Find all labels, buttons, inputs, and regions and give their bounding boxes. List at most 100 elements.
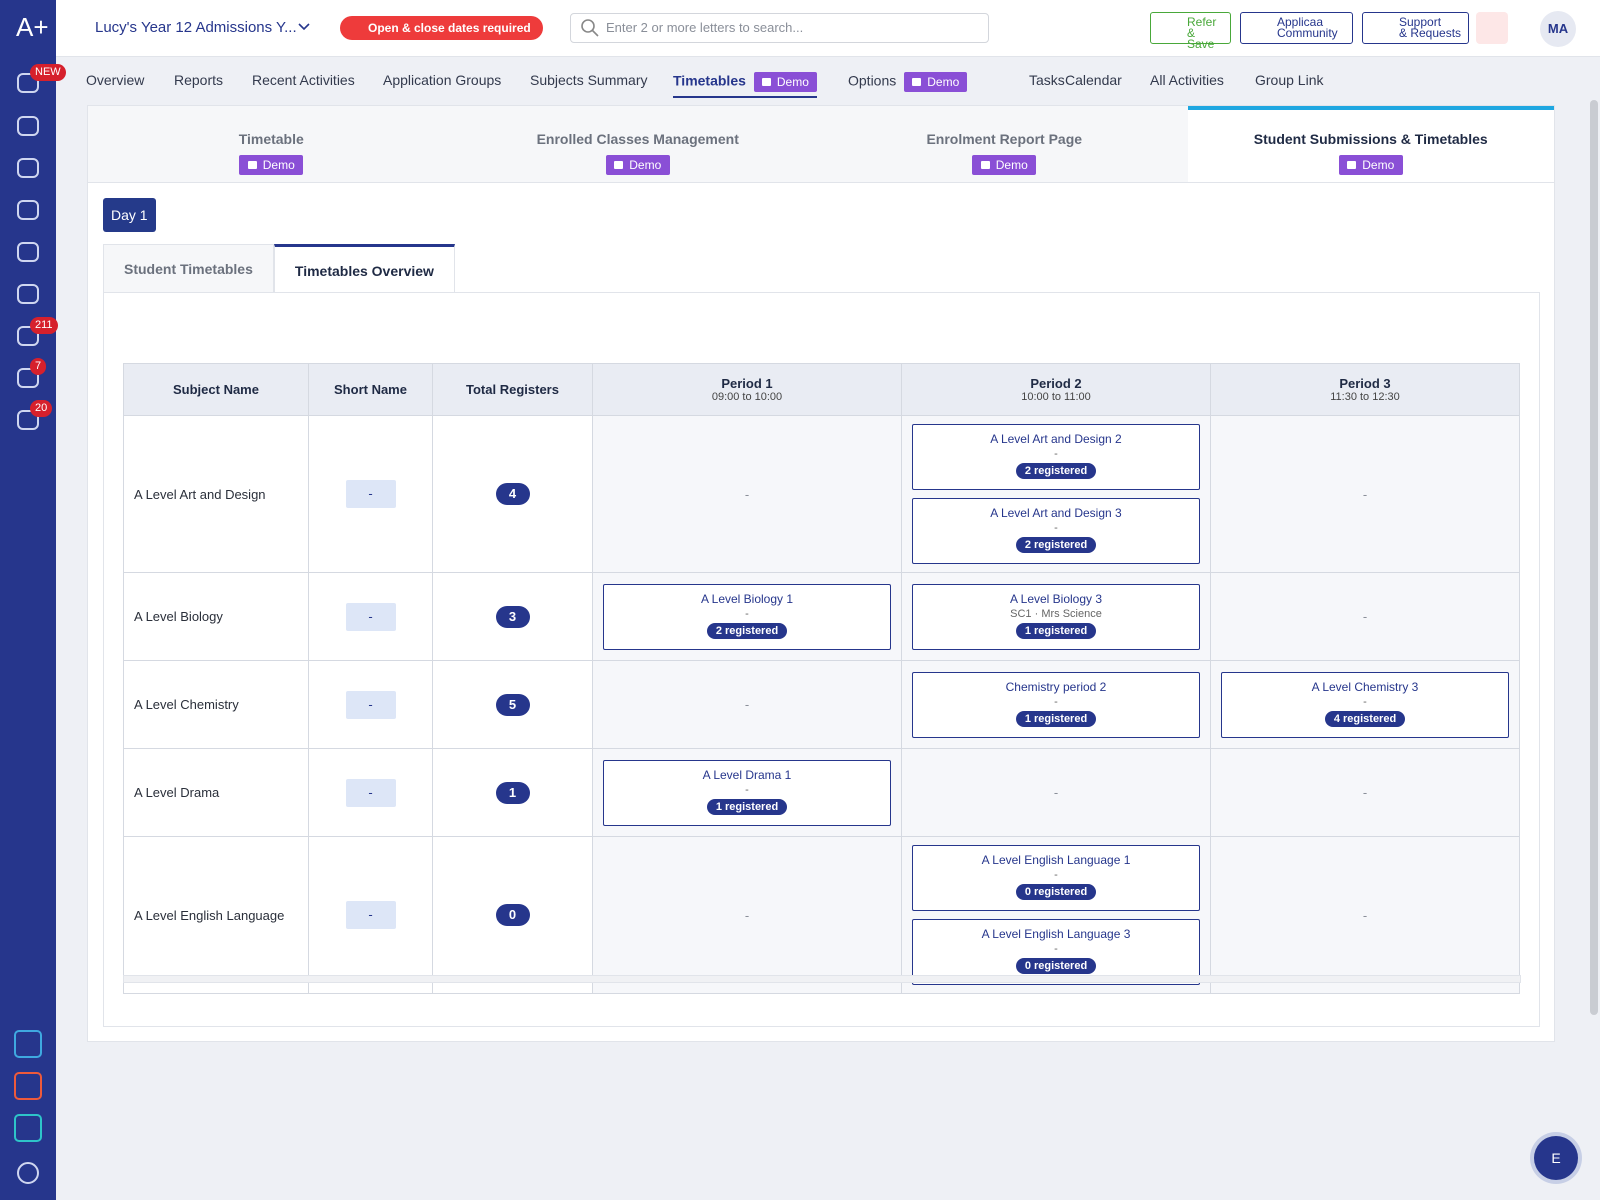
nav-item[interactable]: Timetables Demo (673, 72, 817, 98)
registered-badge: 2 registered (1015, 537, 1097, 553)
vertical-scrollbar (1590, 100, 1598, 1015)
class-card[interactable]: A Level Biology 1- 2 registered (603, 583, 891, 650)
sidebar-icon[interactable] (17, 368, 39, 388)
column-header: Subject Name (123, 363, 309, 416)
community-button[interactable]: Applicaa Community (1240, 12, 1353, 44)
refer-button[interactable]: Refer & Save (1150, 12, 1231, 50)
nav-label: Subjects Summary (530, 72, 648, 88)
support-button[interactable]: Support & Requests (1362, 12, 1469, 44)
class-card[interactable]: A Level Drama 1- 1 registered (603, 759, 891, 826)
period-name: Period 1 (721, 376, 773, 391)
sidebar: A+ NEW 211 7 20 (0, 0, 66, 1200)
sidebar-icon[interactable] (17, 284, 39, 304)
search-box[interactable]: Enter 2 or more letters to search... (570, 13, 989, 43)
notifications-button[interactable] (1476, 12, 1508, 44)
nav-item[interactable]: Options Demo (848, 72, 968, 92)
period-cell: A Level Biology 1- 2 registered (592, 572, 902, 661)
period-header: Period 1 09:00 to 10:00 (592, 363, 902, 416)
workspace-title[interactable]: Lucy's Year 12 Admissions Y... (95, 19, 297, 36)
class-detail: SC1 · Mrs Science (1010, 607, 1102, 620)
floating-button[interactable]: E (1534, 1136, 1578, 1180)
nav-item[interactable]: Overview (86, 72, 144, 88)
nav-item[interactable]: Tasks (1029, 72, 1065, 88)
sidebar-icon[interactable] (17, 200, 39, 220)
sidebar-badge: 211 (30, 317, 58, 334)
nav-label: Options (848, 72, 897, 89)
period-cell: A Level Chemistry 3- 4 registered (1210, 660, 1520, 749)
class-name: Chemistry period 2 (1005, 679, 1107, 694)
period-cell: Chemistry period 2- 1 registered (901, 660, 1211, 749)
column-header: Short Name (308, 363, 433, 416)
period-cell: A Level Drama 1- 1 registered (592, 748, 902, 837)
avatar[interactable]: MA (1540, 11, 1576, 47)
total-cell: 0 (432, 836, 593, 994)
nav-item[interactable]: Group Link (1255, 72, 1323, 88)
short-name-cell: - (308, 836, 433, 994)
short-name-cell: - (308, 415, 433, 573)
sub-tab[interactable]: Student Submissions & Timetables Demo (1187, 106, 1554, 182)
sidebar-icon[interactable] (17, 73, 39, 93)
support-line: Support (1399, 15, 1442, 29)
class-name: A Level Drama 1 (702, 767, 792, 782)
alert-button[interactable]: Open & close dates required (340, 16, 543, 40)
app-shortcut[interactable] (14, 1030, 42, 1058)
sub-tab[interactable]: Enrolment Report Page Demo (821, 106, 1188, 182)
registered-badge: 1 registered (706, 798, 788, 815)
nav-item[interactable]: Subjects Summary (530, 72, 647, 88)
nav-item[interactable]: Recent Activities (252, 72, 355, 88)
sidebar-icon[interactable] (17, 410, 39, 430)
period-time: 11:30 to 12:30 (1330, 391, 1400, 403)
demo-badge: Demo (239, 155, 304, 175)
sub-tab[interactable]: Timetable Demo (88, 106, 455, 182)
subject-row: A Level English Language -0- A Level Engli… (123, 836, 1520, 994)
class-name: A Level Chemistry 3 (1311, 679, 1419, 694)
nav-item[interactable]: Calendar (1065, 72, 1122, 88)
period-time: 09:00 to 10:00 (711, 391, 783, 403)
class-card[interactable]: A Level English Language 1 - 0 registered (912, 845, 1200, 911)
period-cell: A Level Art and Design 2-2 registered A L… (901, 415, 1211, 573)
sub-tab[interactable]: Enrolled Classes Management Demo (454, 106, 821, 182)
class-card[interactable]: Chemistry period 2- 1 registered (912, 671, 1200, 738)
class-detail: - (1054, 695, 1058, 708)
class-card[interactable]: A Level English Language 3 - 0 registered (912, 919, 1200, 985)
settings-icon[interactable] (17, 1162, 39, 1184)
sidebar-icon[interactable] (17, 158, 39, 178)
sidebar-icon[interactable] (17, 242, 39, 262)
nav-item[interactable]: Reports (174, 72, 223, 88)
sidebar-icon[interactable] (17, 116, 39, 136)
nav-bar: Overview Reports Recent Activities Applicat… (56, 58, 1600, 104)
empty-period: - (1210, 836, 1520, 994)
nav-item[interactable]: All Activities (1150, 72, 1224, 88)
demo-badge: Demo (605, 155, 670, 175)
app-shortcut[interactable] (14, 1114, 42, 1142)
column-header: Total Registers (432, 363, 593, 416)
nav-label: Timetables (673, 72, 746, 89)
class-card[interactable]: A Level Art and Design 2 - 2 registered (912, 424, 1200, 490)
class-card[interactable]: A Level Art and Design 3 - 2 registered (912, 498, 1200, 564)
class-card[interactable]: A Level Chemistry 3- 4 registered (1221, 671, 1509, 738)
overview-panel: Subject Name Short Name Total Registers Per… (103, 292, 1540, 1027)
short-name: - (345, 690, 396, 719)
refer-line: Refer (1187, 15, 1217, 29)
total-registers: 5 (495, 693, 530, 716)
nav-label: Tasks (1029, 72, 1065, 88)
total-registers: 0 (495, 904, 530, 926)
subject-name: A Level Chemistry (123, 660, 309, 749)
inner-tab[interactable]: Timetables Overview (273, 244, 455, 292)
app-shortcut[interactable] (14, 1072, 42, 1100)
total-cell: 3 (432, 572, 593, 661)
nav-item[interactable]: Application Groups (383, 72, 501, 88)
empty-period: - (592, 836, 902, 994)
refer-line: & Save (1187, 26, 1215, 51)
nav-label: Group Link (1255, 72, 1324, 88)
subject-name: A Level Art and Design (123, 415, 309, 573)
subject-row: A Level Drama -1 A Level Drama 1-1 registe… (123, 748, 1520, 837)
day-button[interactable]: Day 1 (103, 198, 156, 232)
class-card[interactable]: A Level Biology 3 SC1 · Mrs Science 1 regi… (912, 583, 1200, 650)
inner-tab[interactable]: Student Timetables (103, 244, 274, 292)
sidebar-icon[interactable] (17, 326, 39, 346)
class-detail: - (1363, 695, 1367, 708)
empty-period: - (1210, 748, 1520, 837)
logo[interactable]: A+ (16, 12, 49, 42)
registered-badge: 2 registered (1015, 463, 1097, 479)
